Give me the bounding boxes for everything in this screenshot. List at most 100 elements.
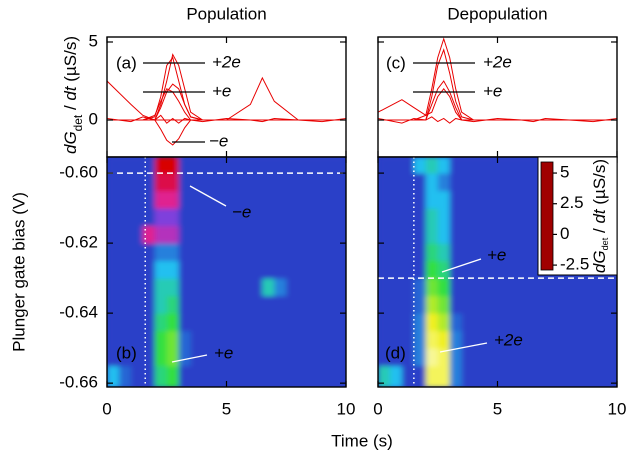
- cell: [202, 260, 216, 279]
- cell: [461, 225, 475, 244]
- cell: [378, 157, 391, 174]
- cell: [107, 330, 120, 349]
- cell: [250, 190, 263, 209]
- cell: [202, 278, 216, 297]
- cell: [473, 348, 487, 367]
- cell: [142, 313, 156, 332]
- cell: [545, 365, 558, 387]
- cell: [178, 208, 192, 227]
- cell: [274, 330, 287, 349]
- cell: [298, 365, 311, 387]
- cell: [533, 278, 546, 297]
- cell: [473, 243, 487, 262]
- cell: [274, 225, 287, 244]
- cell: [310, 295, 323, 314]
- cell: [202, 365, 216, 387]
- cell: [461, 190, 475, 209]
- cell: [401, 225, 415, 244]
- label-part: dG: [590, 250, 609, 273]
- cell: [214, 313, 227, 332]
- cell: [461, 208, 475, 227]
- cell: [413, 348, 427, 367]
- cell: [581, 348, 594, 367]
- cell: [310, 348, 323, 367]
- cell: [437, 260, 451, 279]
- cell: [214, 243, 227, 262]
- heatmap-cells: [107, 157, 346, 387]
- cell: [262, 157, 275, 174]
- cell: [166, 365, 180, 387]
- cell: [118, 278, 132, 297]
- cell: [322, 295, 335, 314]
- cell: [298, 225, 311, 244]
- cell: [521, 225, 534, 244]
- cell: [413, 190, 427, 209]
- cell: [485, 260, 498, 279]
- annotation: +2e: [483, 52, 512, 71]
- cell: [107, 295, 120, 314]
- cell: [154, 208, 168, 227]
- x-tick-label: 0: [373, 399, 382, 418]
- cell: [521, 348, 534, 367]
- cell: [473, 173, 487, 192]
- cell: [461, 243, 475, 262]
- cell: [107, 365, 120, 387]
- cell: [449, 348, 463, 367]
- y-tick-label: 0: [89, 110, 98, 129]
- cell: [521, 260, 534, 279]
- cell: [509, 295, 522, 314]
- cell: [202, 208, 216, 227]
- cell: [154, 225, 168, 244]
- label-part: dt: [61, 85, 80, 100]
- label-part: (µS/s): [61, 36, 80, 86]
- cell: [274, 208, 287, 227]
- cell: [107, 278, 120, 297]
- cell: [154, 348, 168, 367]
- cell: [250, 278, 263, 297]
- cell: [226, 348, 239, 367]
- cell: [202, 225, 216, 244]
- cell: [497, 278, 510, 297]
- cell: [310, 330, 323, 349]
- cell: [166, 260, 180, 279]
- cell: [425, 330, 439, 349]
- cell: [118, 157, 132, 174]
- cell: [238, 348, 251, 367]
- annotation-line: [171, 354, 208, 363]
- panel-title: Population: [186, 4, 266, 23]
- cell: [142, 208, 156, 227]
- cell: [310, 278, 323, 297]
- cell: [142, 278, 156, 297]
- cell: [166, 278, 180, 297]
- cell: [322, 157, 335, 174]
- cell: [130, 157, 144, 174]
- cell: [190, 313, 204, 332]
- cell: [298, 173, 311, 192]
- cell: [449, 278, 463, 297]
- cell: [378, 313, 391, 332]
- cell: [118, 365, 132, 387]
- cell: [178, 157, 192, 174]
- cell: [569, 330, 582, 349]
- cell: [581, 295, 594, 314]
- cell: [461, 157, 475, 174]
- cell: [401, 295, 415, 314]
- cell: [485, 278, 498, 297]
- cell: [581, 330, 594, 349]
- y-tick-label: -0.62: [59, 233, 98, 252]
- cell: [461, 365, 475, 387]
- cell: [521, 190, 534, 209]
- cell: [473, 208, 487, 227]
- cell: [497, 260, 510, 279]
- cell: [401, 208, 415, 227]
- colorbar-tick-label: -2.5: [560, 255, 589, 274]
- x-tick-label: 10: [337, 399, 356, 418]
- cell: [461, 295, 475, 314]
- cell: [178, 365, 192, 387]
- cell: [154, 243, 168, 262]
- cell: [118, 313, 132, 332]
- cell: [107, 173, 120, 192]
- cell: [154, 365, 168, 387]
- cell: [497, 190, 510, 209]
- cell: [473, 278, 487, 297]
